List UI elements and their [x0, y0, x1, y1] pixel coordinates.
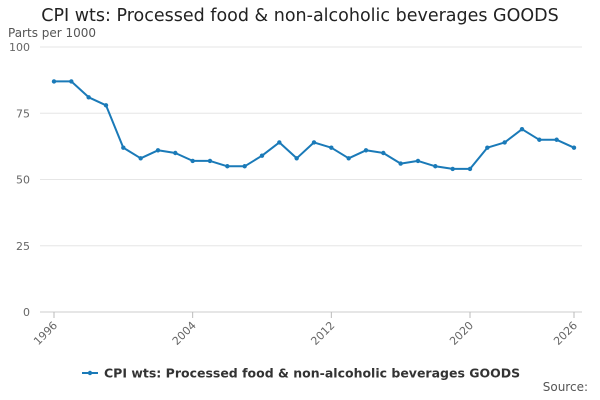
legend: CPI wts: Processed food & non-alcoholic … [82, 366, 520, 381]
data-point-2011 [311, 140, 317, 145]
data-point-2006 [225, 164, 230, 169]
data-point-2010 [294, 156, 299, 161]
data-point-2008 [259, 153, 265, 158]
data-point-2023 [519, 126, 525, 132]
data-point-2019 [450, 166, 455, 172]
y-tick-label-0: 0 [23, 306, 30, 319]
y-tick-label-25: 25 [16, 240, 30, 253]
data-point-2016 [398, 161, 403, 166]
series-line-0 [54, 80, 575, 170]
data-point-2015 [381, 150, 386, 156]
y-tick-label-75: 75 [16, 107, 30, 120]
data-point-1999 [103, 103, 109, 108]
data-point-2003 [173, 150, 178, 156]
legend-marker-dot [87, 370, 93, 376]
chart-title: CPI wts: Processed food & non-alcoholic … [41, 6, 559, 26]
data-point-2002 [155, 148, 161, 153]
series-layer [51, 79, 577, 172]
y-tick-label-50: 50 [16, 174, 30, 187]
data-point-2013 [346, 156, 351, 161]
data-point-2022 [502, 140, 507, 145]
x-tick-label-2020: 2020 [447, 319, 476, 348]
data-point-2017 [415, 158, 421, 164]
data-point-2025 [554, 137, 559, 142]
x-tick-label-1996: 1996 [31, 319, 60, 348]
legend-label: CPI wts: Processed food & non-alcoholic … [104, 366, 520, 381]
data-point-2009 [277, 140, 282, 145]
y-axis-label: Parts per 1000 [8, 26, 97, 40]
data-point-2001 [138, 156, 143, 161]
data-point-1996 [51, 79, 57, 84]
x-tick-label-2026: 2026 [551, 319, 580, 348]
data-point-2018 [433, 164, 438, 169]
data-point-2026 [571, 145, 577, 150]
data-point-2024 [537, 137, 542, 142]
x-axis-ticks: 1996 2004 2012 2020 2026 [31, 312, 580, 348]
data-point-1998 [86, 95, 91, 100]
y-axis-ticks: 0 25 50 75 100 [9, 41, 30, 319]
data-point-2005 [207, 158, 213, 164]
data-point-2000 [121, 145, 126, 150]
x-tick-label-2012: 2012 [308, 319, 337, 348]
data-point-2021 [485, 145, 490, 150]
x-tick-label-2004: 2004 [170, 319, 199, 348]
y-tick-label-100: 100 [9, 41, 30, 54]
data-point-2020 [467, 166, 473, 172]
gridlines [40, 46, 582, 313]
data-point-2004 [190, 158, 195, 164]
data-point-2007 [242, 164, 247, 169]
source-label: Source: [542, 380, 588, 394]
data-point-2012 [329, 145, 334, 150]
data-point-2014 [363, 148, 369, 153]
data-point-1997 [69, 79, 74, 84]
